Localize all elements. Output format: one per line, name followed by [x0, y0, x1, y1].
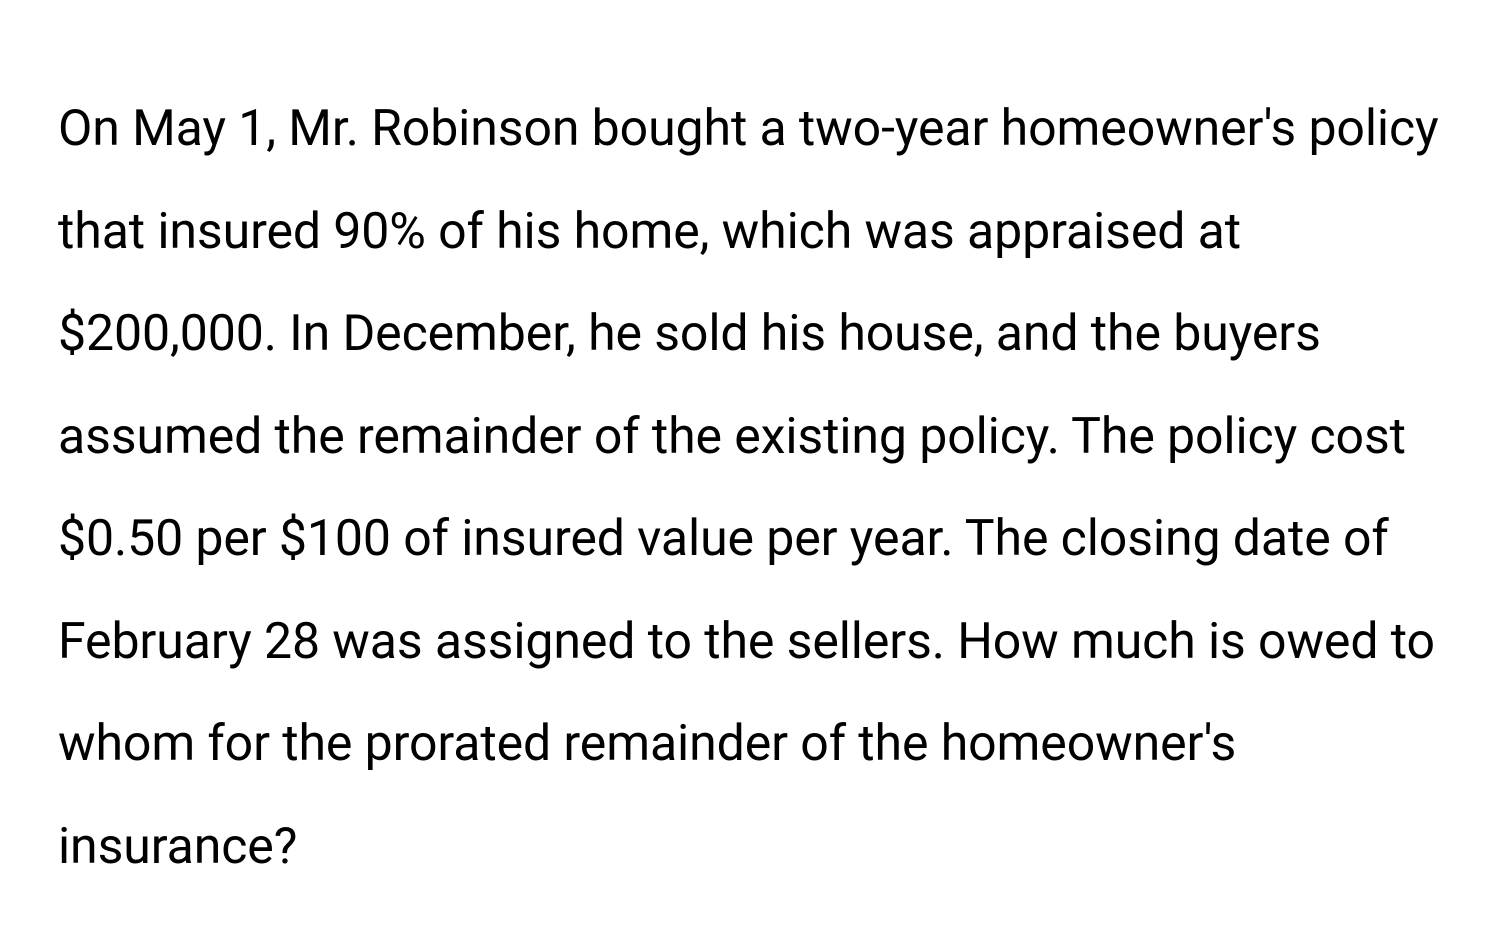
question-paragraph: On May 1, Mr. Robinson bought a two-year… — [58, 78, 1442, 898]
